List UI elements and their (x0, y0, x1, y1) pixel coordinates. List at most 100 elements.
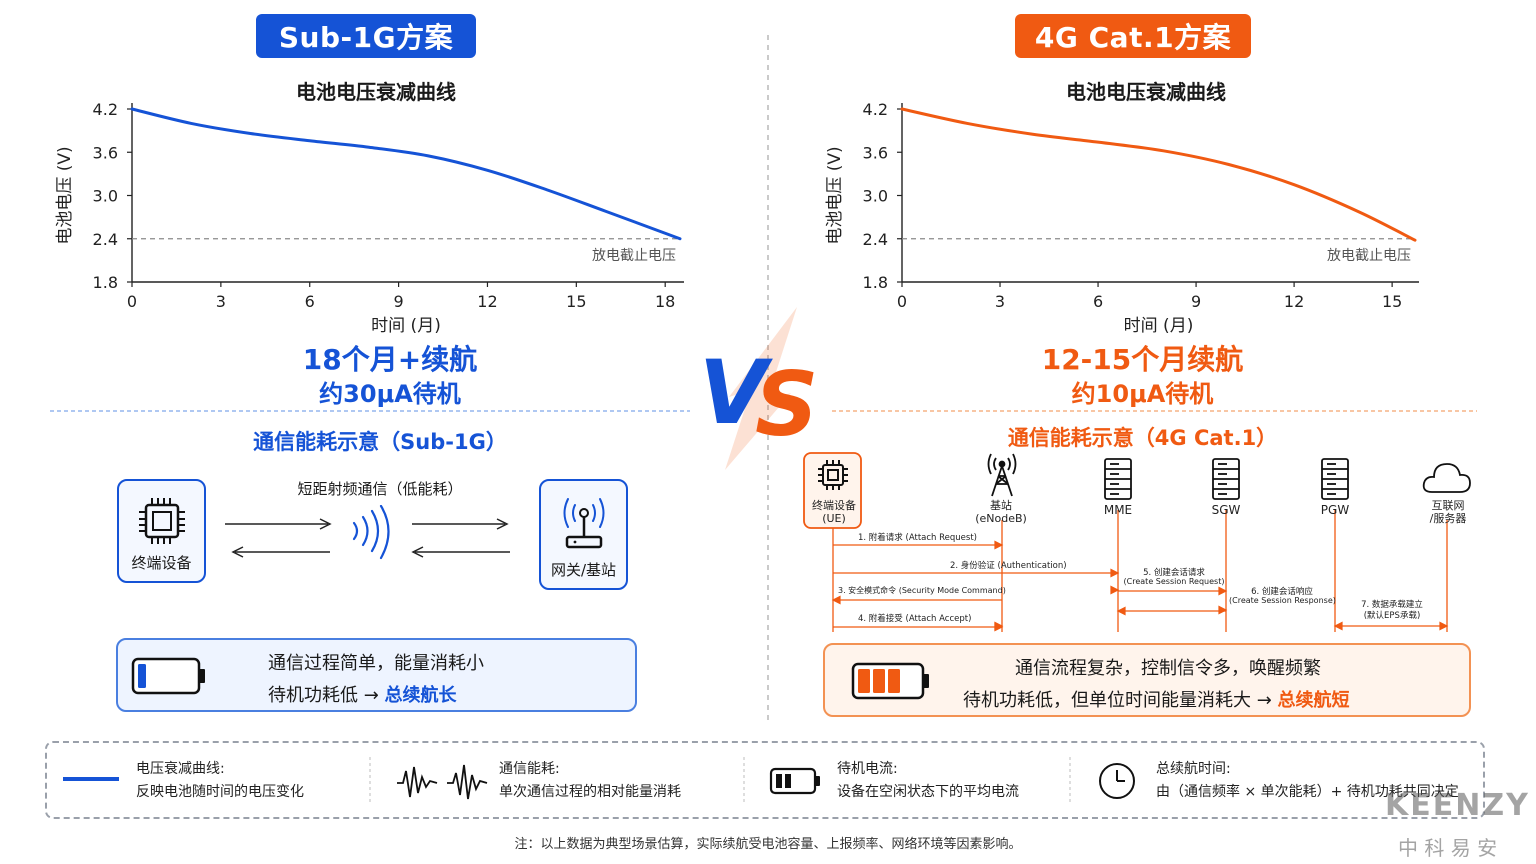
msg-attach-request: 1. 附着请求 (Attach Request) (858, 533, 977, 543)
legend-total-desc: 由（通信频率 × 单次能耗）+ 待机功耗共同决定 (1156, 784, 1459, 800)
x-tick-label: 3 (216, 292, 226, 311)
legend-box: 电压衰减曲线: 反映电池随时间的电压变化 通信能耗: 单次通信过程的相对能量消耗… (45, 741, 1485, 819)
watermark-cn: 中 科 易 安 (1398, 836, 1498, 860)
y-tick-label: 3.0 (93, 187, 118, 206)
y-tick-label: 3.0 (863, 187, 888, 206)
battery-icon (769, 767, 820, 795)
y-tick-label: 4.2 (863, 100, 888, 119)
cutoff-label: 放电截止电压 (1327, 248, 1411, 264)
flow-arrowhead (1439, 621, 1449, 631)
msg-create-session-resp: 6. 创建会话响应 (1251, 587, 1313, 597)
right-note-line1: 通信流程复杂，控制信令多，唤醒频繁 (1015, 658, 1321, 679)
flow-arrowhead (1110, 568, 1120, 578)
x-tick-label: 3 (995, 292, 1005, 311)
right-chart-title: 电池电压衰减曲线 (1066, 80, 1226, 104)
flow-arrowhead-back (1333, 621, 1343, 631)
vs-letter-s: S (755, 353, 818, 456)
antenna-router-icon (563, 498, 605, 549)
waveform-icon (397, 764, 488, 800)
msg-create-session-resp-en: (Create Session Response) (1229, 596, 1336, 605)
left-note-highlight: 总续航长 (384, 685, 457, 706)
rf-link-label: 短距射频通信（低能耗） (297, 480, 463, 498)
battery-cell (873, 669, 885, 693)
left-section-divider (50, 410, 690, 412)
left-section-title: 通信能耗示意（Sub-1G） (253, 430, 507, 454)
legend-standby-desc: 设备在空闲状态下的平均电流 (837, 784, 1019, 800)
y-tick-label: 4.2 (93, 100, 118, 119)
cat1-badge: 4G Cat.1方案 (1015, 14, 1251, 58)
left-headline: 18个月+续航 (302, 343, 478, 376)
x-tick-label: 0 (897, 292, 907, 311)
cloud-icon (1422, 463, 1471, 493)
left-note-line2: 待机功耗低 → 总续航长 (268, 681, 457, 707)
right-section-divider (832, 410, 1477, 412)
right-standby: 约10μA待机 (1071, 380, 1214, 408)
msg-attach-accept: 4. 附着接受 (Attach Accept) (858, 614, 972, 624)
legend-energy-desc: 单次通信过程的相对能量消耗 (499, 784, 681, 800)
terminal-device-box: 终端设备 (117, 479, 206, 583)
clock-icon (1099, 763, 1135, 799)
legend-voltage-desc: 反映电池随时间的电压变化 (136, 784, 304, 800)
msg-create-session-req: 5. 创建会话请求 (1143, 568, 1205, 578)
internet-sub: /服务器 (1429, 512, 1467, 525)
chip-icon (818, 460, 848, 490)
left-note-box: 通信过程简单，能量消耗小 待机功耗低 → 总续航长 (116, 638, 637, 712)
left-note-line2-prefix: 待机功耗低 → (268, 685, 379, 706)
x-tick-label: 6 (305, 292, 315, 311)
right-headline: 12-15个月续航 (1041, 343, 1244, 376)
gateway-label: 网关/基站 (550, 561, 617, 579)
right-note-highlight: 总续航短 (1277, 690, 1350, 711)
gateway-box: 网关/基站 (539, 479, 628, 590)
x-tick-label: 12 (477, 292, 497, 311)
server-icon (1104, 458, 1132, 500)
server-icon (1321, 458, 1349, 500)
right-note-line2: 待机功耗低，但单位时间能量消耗大 → 总续航短 (963, 686, 1350, 712)
x-tick-label: 0 (127, 292, 137, 311)
vs-letter-v: V (699, 341, 773, 444)
left-standby: 约30μA待机 (319, 380, 461, 408)
msg-bearer-default: (默认EPS承载) (1363, 611, 1421, 621)
signaling-flow (803, 452, 1471, 632)
flow-node-internet: 互联网 /服务器 (1417, 499, 1479, 525)
legend-voltage-title: 电压衰减曲线: (136, 761, 225, 777)
ue-name: 终端设备 (812, 499, 856, 512)
battery-cell (858, 669, 870, 693)
sub1g-badge: Sub-1G方案 (256, 14, 476, 58)
y-tick-label: 2.4 (93, 230, 118, 249)
x-tick-label: 18 (655, 292, 675, 311)
flow-arrowhead (1218, 586, 1228, 596)
x-tick-label: 15 (566, 292, 586, 311)
legend-item-energy: 通信能耗: 单次通信过程的相对能量消耗 (499, 758, 681, 804)
msg-bearer-setup: 7. 数据承载建立 (1361, 600, 1423, 610)
y-tick-label: 1.8 (93, 273, 118, 292)
left-chart-title: 电池电压衰减曲线 (296, 80, 456, 104)
enodeb-sub: (eNodeB) (975, 512, 1027, 525)
server-icon (1212, 458, 1240, 500)
legend-item-total: 总续航时间: 由（通信频率 × 单次能耗）+ 待机功耗共同决定 (1156, 758, 1459, 804)
x-tick-label: 12 (1284, 292, 1304, 311)
legend-energy-title: 通信能耗: (499, 761, 560, 777)
y-tick-label: 2.4 (863, 230, 888, 249)
enodeb-name: 基站 (990, 499, 1012, 512)
msg-authentication: 2. 身份验证 (Authentication) (950, 561, 1067, 571)
x-tick-label: 15 (1382, 292, 1402, 311)
vs-logo: V S (699, 307, 818, 470)
flow-node-enodeb: 基站 (eNodeB) (966, 499, 1036, 525)
left-note-line1: 通信过程简单，能量消耗小 (268, 653, 484, 674)
msg-create-session-req-en: (Create Session Request) (1123, 577, 1225, 586)
x-tick-label: 9 (1191, 292, 1201, 311)
battery-high-icon (851, 662, 929, 700)
x-axis-label: 时间 (月) (1124, 316, 1194, 336)
legend-item-standby: 待机电流: 设备在空闲状态下的平均电流 (837, 758, 1019, 804)
center-divider (767, 35, 769, 725)
battery-low-icon (131, 657, 205, 695)
rf-link-arrows (225, 505, 510, 560)
y-axis-label: 电池电压 (V) (825, 146, 845, 244)
flow-arrowhead (994, 540, 1004, 550)
signal-waves-icon (352, 505, 390, 560)
flow-arrowhead (1116, 606, 1126, 616)
ue-sub: (UE) (822, 512, 846, 525)
footnote: 注：以上数据为典型场景估算，实际续航受电池容量、上报频率、网络环境等因素影响。 (514, 837, 1022, 852)
voltage-series-line (130, 107, 682, 241)
